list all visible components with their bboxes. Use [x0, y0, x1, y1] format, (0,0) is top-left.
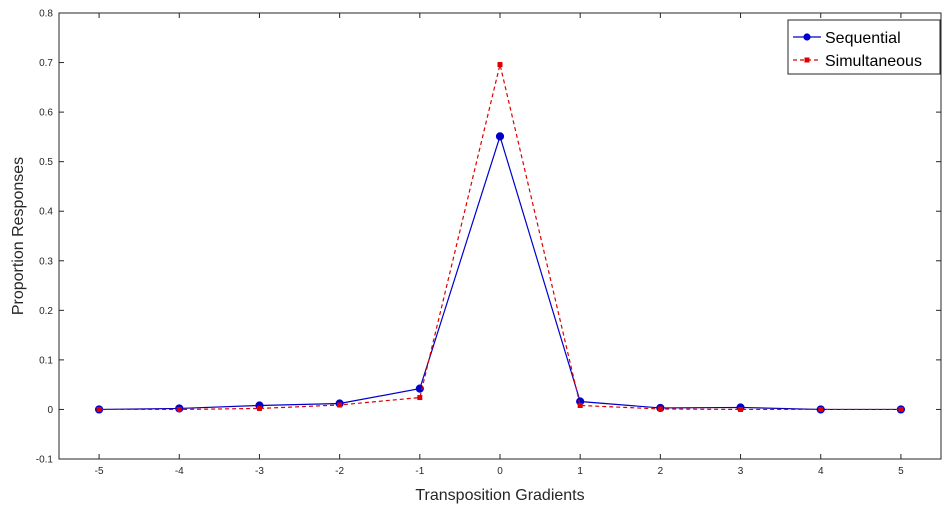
x-tick-label: -2: [335, 466, 344, 477]
x-tick-label: 3: [738, 466, 744, 477]
legend-label-simultaneous: Simultaneous: [825, 53, 922, 70]
x-tick-label: 4: [818, 466, 824, 477]
legend-box: [787, 19, 941, 75]
x-tick-label: 0: [497, 466, 503, 477]
data-point-simultaneous: [417, 395, 423, 401]
x-tick-label: -1: [415, 466, 424, 477]
data-point-sequential: [415, 384, 424, 393]
data-point-simultaneous: [657, 406, 663, 412]
data-point-simultaneous: [738, 406, 744, 412]
axes-box: [58, 12, 942, 460]
data-point-sequential: [495, 132, 505, 141]
legend: Sequential Simultaneous: [787, 19, 941, 75]
y-tick-label: 0.2: [39, 306, 53, 317]
y-tick-label: 0.4: [39, 207, 53, 218]
y-tick-label: -0.1: [36, 455, 54, 466]
y-tick-label: 0.5: [39, 157, 53, 168]
y-tick-label: 0: [47, 405, 53, 416]
x-tick-label: -4: [175, 466, 184, 477]
data-point-simultaneous: [898, 406, 904, 412]
x-tick-label: 1: [577, 466, 583, 477]
data-point-simultaneous: [497, 62, 503, 68]
data-point-simultaneous: [818, 406, 824, 412]
y-tick-label: 0.6: [39, 108, 53, 119]
data-point-simultaneous: [176, 406, 182, 412]
legend-label-sequential: Sequential: [825, 30, 901, 47]
x-tick-label: -3: [255, 466, 264, 477]
data-point-simultaneous: [256, 405, 262, 411]
x-tick-label: 5: [898, 466, 904, 477]
legend-marker-simultaneous: [804, 57, 810, 63]
y-tick-label: 0.3: [39, 256, 53, 267]
legend-marker-sequential: [803, 33, 811, 41]
series-line-simultaneous: [99, 64, 901, 411]
y-tick-label: 0.1: [39, 355, 53, 366]
y-tick-label: 0.8: [39, 9, 53, 20]
data-point-simultaneous: [337, 402, 343, 408]
x-axis-ticks: -5 -4 -3 -2 -1 0 1 2 3 4 5: [95, 13, 904, 477]
x-axis-label: Transposition Gradients: [415, 487, 584, 504]
series-layer: [94, 62, 906, 414]
data-point-simultaneous: [96, 406, 102, 412]
y-axis-ticks: -0.1 0 0.1 0.2 0.3 0.4 0.5 0.6 0.7 0.8: [36, 9, 941, 466]
y-tick-label: 0.7: [39, 58, 53, 69]
data-point-simultaneous: [577, 402, 583, 408]
plot-area: [58, 12, 942, 460]
legend-entry-simultaneous: Simultaneous: [793, 53, 922, 70]
series-simultaneous: [96, 62, 904, 412]
legend-entry-sequential: Sequential: [793, 30, 901, 47]
x-tick-label: 2: [658, 466, 664, 477]
y-axis-label: Proportion Responses: [10, 157, 27, 315]
x-tick-label: -5: [95, 466, 104, 477]
